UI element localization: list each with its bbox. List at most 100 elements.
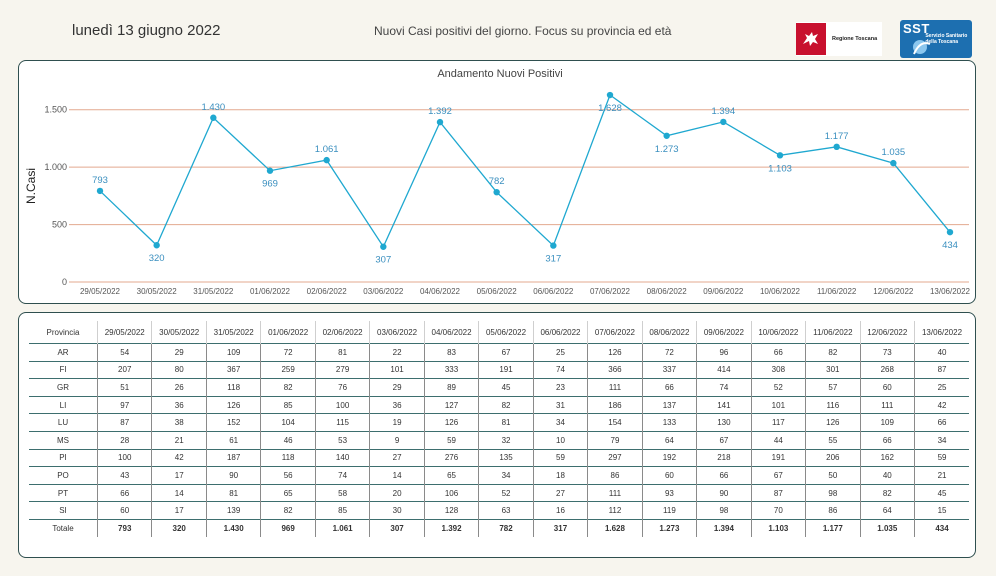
province-name-cell: SI	[29, 501, 98, 520]
x-tick-label: 07/06/2022	[590, 287, 631, 296]
province-name-cell: AR	[29, 343, 98, 362]
table-cell: 81	[205, 483, 261, 502]
table-cell: 106	[423, 483, 479, 502]
column-header-date: 03/06/2022	[369, 321, 425, 344]
table-cell: 27	[369, 448, 425, 467]
table-cell: 61	[205, 430, 261, 450]
data-label: 782	[489, 176, 505, 187]
table-row: MS 28 21 61 46 53 9 59 32 10 79 64 67 44 55 66 34	[29, 430, 969, 450]
table-cell: 111	[859, 395, 915, 414]
table-row: GR 51 26 118 82 76 29 89 45 23 111 66 74 52 57 60 25	[29, 378, 969, 397]
table-cell: 82	[260, 378, 316, 397]
table-cell: 27	[532, 483, 588, 502]
report-title: Nuovi Casi positivi del giorno. Focus su…	[374, 24, 672, 38]
province-name-cell: FI	[29, 360, 98, 379]
column-header-date: 08/06/2022	[641, 321, 697, 344]
table-cell: 65	[260, 483, 316, 502]
table-cell: 109	[859, 413, 915, 432]
column-header-date: 10/06/2022	[750, 321, 806, 344]
table-row: LU 87 38 152 104 115 19 126 81 34 154 133 130 117 126 1…	[29, 413, 969, 432]
data-point	[946, 228, 954, 236]
total-row: Totale 793 320 1.430 969 1.061 307 1.392 782 317 1…	[29, 518, 969, 537]
column-header-date: 30/05/2022	[151, 321, 207, 344]
table-cell: 85	[314, 501, 370, 520]
report-date: lunedì 13 giugno 2022	[72, 22, 221, 39]
table-cell: 83	[423, 343, 479, 362]
table-cell: 112	[587, 501, 643, 520]
table-cell: 82	[805, 343, 861, 362]
table-cell: 34	[914, 430, 969, 450]
column-header-date: 31/05/2022	[205, 321, 261, 344]
province-name-cell: MS	[29, 430, 98, 450]
data-point	[436, 118, 444, 126]
table-cell: 74	[314, 466, 370, 485]
table-cell: 130	[696, 413, 752, 432]
data-point	[550, 242, 557, 249]
data-label: 969	[262, 179, 278, 190]
table-cell: 45	[478, 378, 534, 397]
table-cell: 187	[205, 448, 261, 467]
table-cell: 81	[314, 343, 370, 362]
table-cell: 259	[260, 360, 316, 379]
table-cell: 52	[750, 378, 806, 397]
data-point	[380, 243, 387, 250]
table-cell: 87	[96, 413, 152, 432]
table-cell: 126	[205, 395, 261, 414]
data-label: 307	[375, 255, 391, 266]
data-point	[96, 187, 104, 195]
total-cell: 1.394	[696, 518, 752, 537]
table-cell: 19	[369, 413, 425, 432]
table-cell: 367	[205, 360, 261, 379]
table-cell: 414	[696, 360, 752, 379]
data-label: 1.394	[711, 106, 735, 117]
province-name-cell: LI	[29, 395, 98, 414]
table-cell: 42	[914, 395, 969, 414]
x-tick-label: 05/06/2022	[477, 287, 518, 296]
table-cell: 207	[96, 360, 152, 379]
table-cell: 55	[805, 430, 861, 450]
table-cell: 21	[914, 466, 969, 485]
table-cell: 64	[641, 430, 697, 450]
table-cell: 133	[641, 413, 697, 432]
total-cell: 1.103	[750, 518, 806, 537]
table-cell: 101	[750, 395, 806, 414]
table-cell: 126	[587, 343, 643, 362]
table-cell: 53	[314, 430, 370, 450]
column-header-date: 13/06/2022	[914, 321, 969, 344]
table-cell: 59	[423, 430, 479, 450]
table-cell: 21	[151, 430, 207, 450]
table-cell: 127	[423, 395, 479, 414]
table-cell: 218	[696, 448, 752, 467]
table-row: SI 60 17 139 82 85 30 128 63 16 112 119 98 70 86 64 15	[29, 501, 969, 520]
table-cell: 70	[750, 501, 806, 520]
table-cell: 60	[96, 501, 152, 520]
data-label: 1.628	[598, 103, 622, 114]
table-cell: 115	[314, 413, 370, 432]
series-line	[99, 93, 951, 249]
total-cell: 1.430	[205, 518, 261, 537]
table-cell: 128	[423, 501, 479, 520]
table-cell: 186	[587, 395, 643, 414]
total-cell: 1.273	[641, 518, 697, 537]
table-cell: 137	[641, 395, 697, 414]
sst-letters: SST	[903, 21, 930, 36]
table-cell: 66	[641, 378, 697, 397]
table-cell: 126	[805, 413, 861, 432]
table-cell: 63	[478, 501, 534, 520]
table-cell: 72	[260, 343, 316, 362]
column-header-date: 05/06/2022	[478, 321, 534, 344]
table-cell: 25	[532, 343, 588, 362]
table-cell: 162	[859, 448, 915, 467]
table-cell: 297	[587, 448, 643, 467]
table-cell: 81	[478, 413, 534, 432]
table-cell: 333	[423, 360, 479, 379]
data-label: 434	[942, 240, 958, 251]
x-tick-label: 11/06/2022	[817, 287, 857, 296]
table-cell: 14	[369, 466, 425, 485]
chart-title: Andamento Nuovi Positivi	[437, 68, 562, 80]
table-row: PT 66 14 81 65 58 20 106 52 27 111 93 90 87 98 82 45	[29, 483, 969, 502]
column-header-date: 09/06/2022	[696, 321, 752, 344]
x-tick-label: 29/05/2022	[80, 287, 121, 296]
table-cell: 36	[369, 395, 425, 414]
table-cell: 67	[478, 343, 534, 362]
